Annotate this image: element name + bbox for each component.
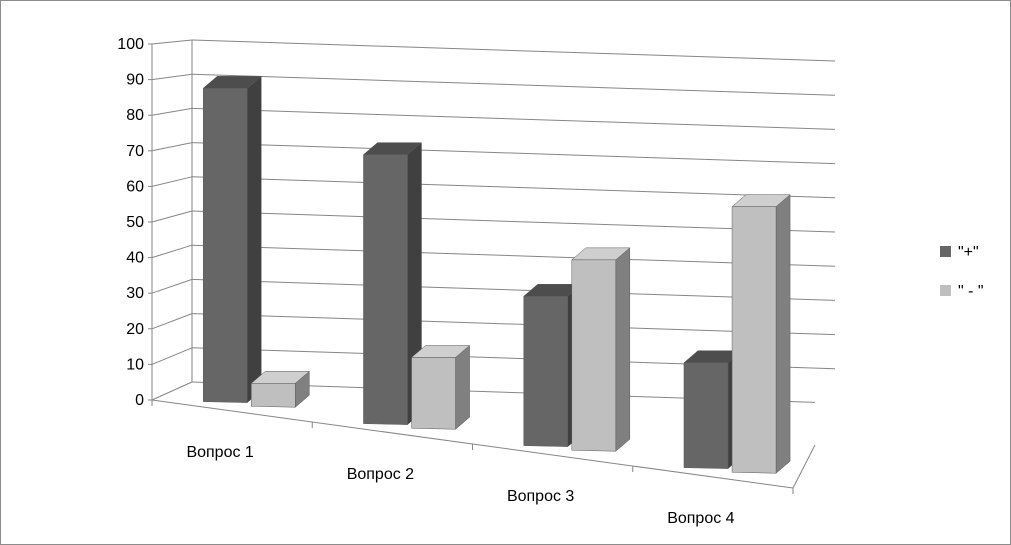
floor-right-edge — [792, 444, 816, 489]
bar-side-face — [775, 194, 791, 474]
bar-front-face — [683, 362, 729, 469]
gridline — [191, 176, 836, 199]
gridline — [191, 210, 836, 233]
legend: "+" " - " — [940, 244, 984, 300]
gridline-side — [151, 39, 193, 45]
bar-minus — [250, 370, 310, 408]
y-tick-label: 100 — [117, 36, 144, 53]
y-tick-label: 20 — [126, 321, 144, 338]
bars — [202, 75, 791, 474]
bar-front-face — [251, 383, 296, 408]
bar-side-face — [455, 344, 470, 430]
bar-front-face — [571, 259, 617, 452]
legend-swatch-minus — [940, 285, 951, 296]
gridline-side — [151, 142, 193, 152]
bar-side-face — [246, 75, 262, 404]
y-tick-label: 60 — [126, 178, 144, 195]
bar-front-face — [363, 154, 408, 425]
bar-minus — [410, 344, 471, 430]
bar-front-face — [202, 87, 248, 403]
y-tick-label: 10 — [126, 356, 144, 373]
bar-plus — [362, 142, 423, 426]
y-tick-label: 70 — [126, 143, 144, 160]
gridline-side — [151, 278, 193, 294]
bar-minus — [571, 247, 631, 452]
bar-front-face — [411, 357, 456, 430]
legend-swatch-plus — [940, 246, 951, 257]
gridline-side — [151, 107, 193, 116]
x-category-label: Вопрос 2 — [347, 466, 414, 483]
gridline — [191, 142, 836, 165]
gridline-side — [151, 210, 193, 223]
bar-minus — [731, 194, 791, 474]
bar-plus — [202, 75, 262, 404]
gridline-side — [151, 176, 193, 187]
bar-side-face — [615, 247, 631, 452]
gridline-side — [151, 381, 193, 401]
gridline — [191, 39, 836, 62]
x-category-label: Вопрос 1 — [186, 444, 253, 461]
y-tick-label: 0 — [135, 392, 144, 409]
legend-label-plus: "+" — [958, 244, 979, 261]
x-category-label: Вопрос 4 — [667, 510, 734, 527]
y-tick-label: 90 — [126, 72, 144, 89]
gridline — [191, 107, 836, 130]
x-category-label: Вопрос 3 — [507, 488, 574, 505]
y-tick-label: 50 — [126, 214, 144, 231]
gridline — [191, 244, 836, 267]
gridline — [191, 278, 836, 301]
gridline-side — [151, 73, 193, 81]
gridline — [191, 313, 836, 336]
y-axis-ticks: 0 10 20 30 40 50 60 70 80 90 100 — [117, 36, 144, 409]
x-axis-categories: Вопрос 1 Вопрос 2 Вопрос 3 Вопрос 4 — [186, 444, 734, 527]
y-tick-label: 30 — [126, 285, 144, 302]
legend-label-minus: " - " — [958, 283, 984, 300]
y-tick-label: 40 — [126, 250, 144, 267]
gridline-side — [151, 244, 193, 259]
bar-front-face — [523, 296, 568, 447]
y-tick-label: 80 — [126, 107, 144, 124]
gridline-side — [151, 347, 193, 365]
gridline-side — [151, 313, 193, 330]
bar-front-face — [731, 206, 777, 474]
gridline — [191, 73, 836, 96]
